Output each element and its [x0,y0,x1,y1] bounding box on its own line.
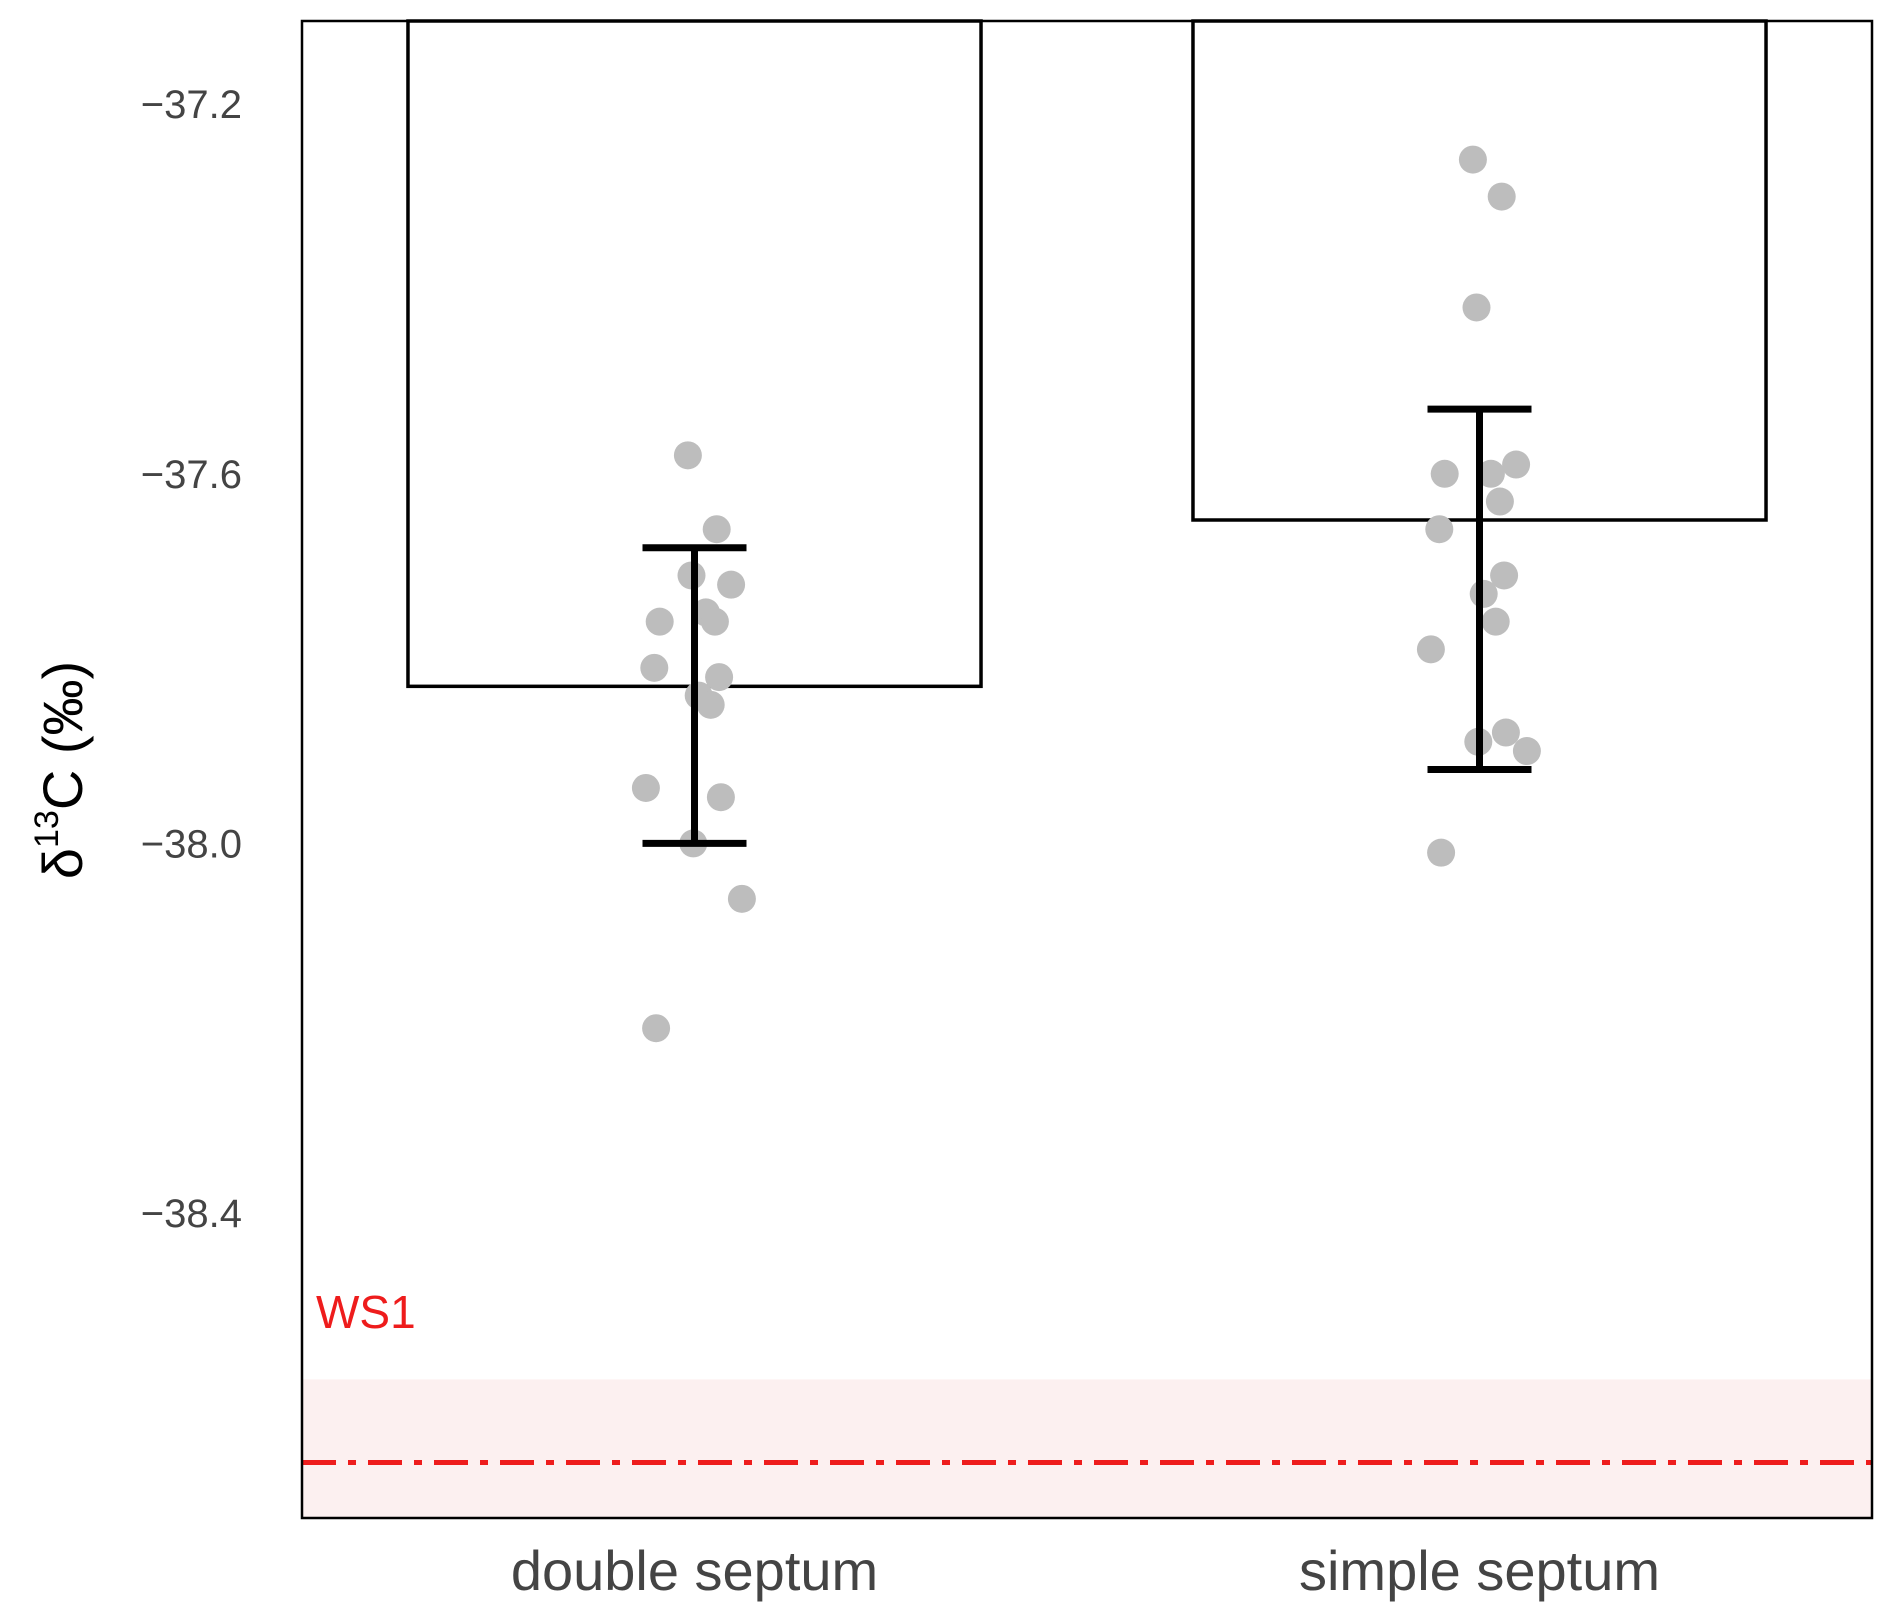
error-bar-layer [642,405,1532,847]
data-point [1427,838,1456,867]
data-point [1425,515,1454,544]
data-point [640,653,669,682]
point-layer [631,145,1541,1043]
data-point [1485,487,1514,516]
data-point [702,515,731,544]
data-point [1430,459,1459,488]
data-point [1462,293,1491,322]
data-point [1416,635,1445,664]
x-category-label: simple septum [1299,1539,1660,1602]
data-point [1490,561,1519,590]
reference-band [302,1379,1872,1518]
reference-band-layer [302,1379,1872,1518]
data-point [642,1014,671,1043]
data-point [696,690,725,719]
data-point [717,570,746,599]
data-point [1469,579,1498,608]
y-tick-label: −38.0 [141,822,242,866]
y-axis-label-superscript: 13 [28,810,66,848]
data-point [1476,459,1505,488]
plot-frame [300,19,1874,1520]
y-axis-label-prefix: δ [31,848,94,879]
data-point [1512,737,1541,766]
y-axis-label-main: C (‰) [31,661,94,810]
y-tick-label: −37.6 [141,453,242,497]
data-point [706,783,735,812]
data-point [673,441,702,470]
data-point [1481,607,1510,636]
data-point [727,884,756,913]
x-axis-categories: double septum simple septum [511,1539,1660,1602]
data-point [1458,145,1487,174]
bar-layer [406,19,1768,689]
reference-label: WS1 [316,1286,416,1338]
data-point [645,607,674,636]
x-category-label: double septum [511,1539,878,1602]
y-tick-label: −38.4 [141,1192,242,1236]
data-point [1487,182,1516,211]
data-point [700,607,729,636]
y-tick-label: −37.2 [141,83,242,127]
data-point [631,773,660,802]
y-axis-ticks: −37.2 −37.6 −38.0 −38.4 [141,83,242,1236]
data-point [1491,718,1520,747]
y-axis-label: δ13C (‰) [28,661,94,879]
data-point [705,663,734,692]
data-point [1502,450,1531,479]
